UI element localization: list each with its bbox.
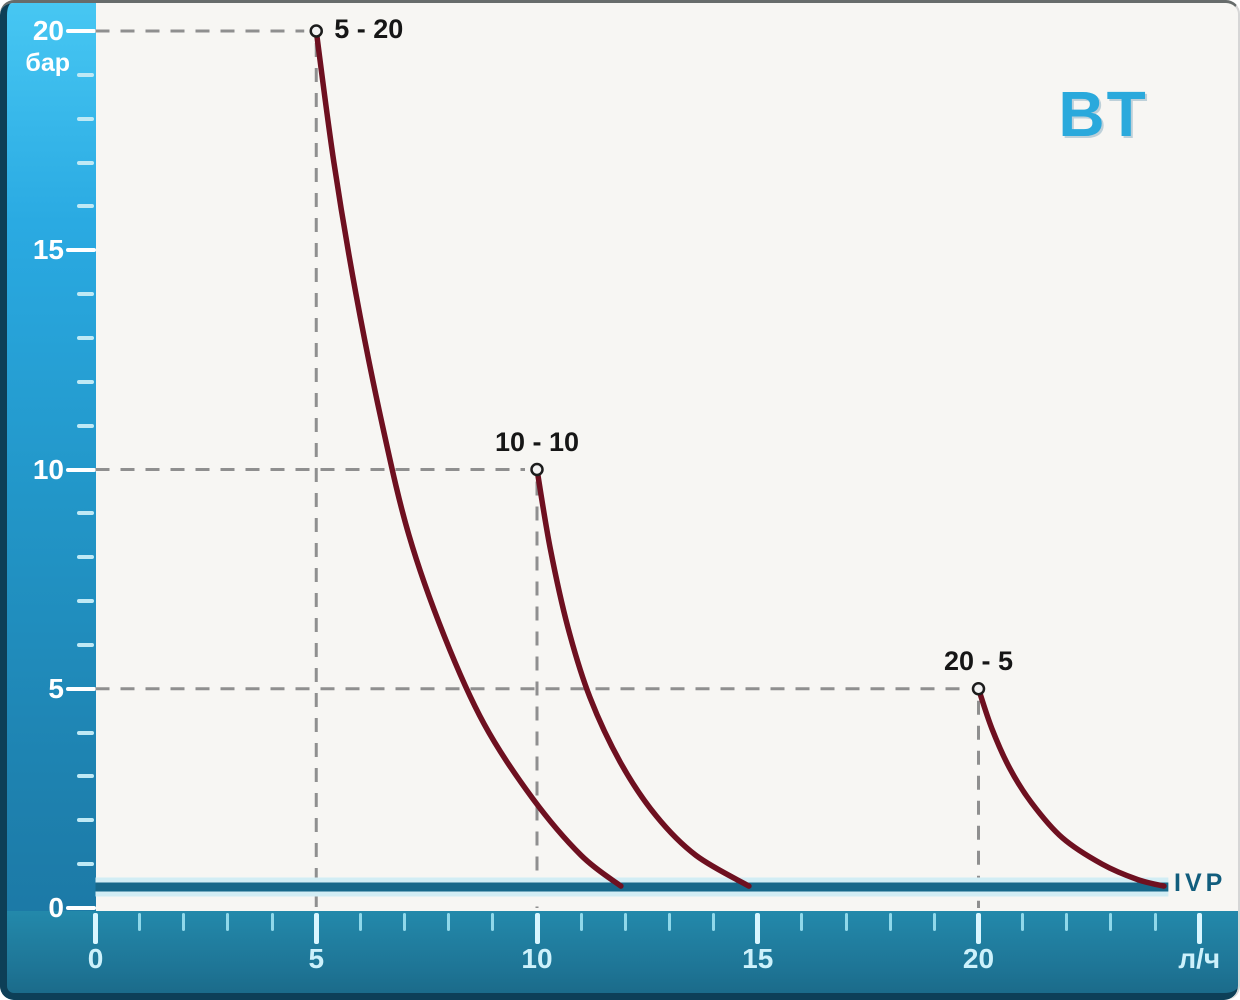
x-axis-tick xyxy=(623,913,627,931)
y-axis-tick xyxy=(77,774,94,779)
y-axis-tick xyxy=(77,292,94,297)
y-axis-label: 20 xyxy=(32,15,64,46)
x-axis-tick xyxy=(844,913,848,931)
y-axis-label: 0 xyxy=(48,892,64,923)
y-axis-tick xyxy=(66,467,96,472)
x-axis-tick xyxy=(491,913,495,931)
y-axis-label: 5 xyxy=(48,672,64,704)
x-axis-tick xyxy=(403,913,407,931)
series-label-0: 5 - 20 xyxy=(334,14,404,44)
series-start-marker-2 xyxy=(971,682,986,696)
x-axis-tick xyxy=(270,913,274,931)
series-start-marker-0 xyxy=(309,24,323,38)
chart-plot-area xyxy=(95,24,1169,908)
y-axis-tick xyxy=(66,686,96,691)
y-axis-label: 15 xyxy=(32,234,64,266)
x-axis-tick xyxy=(447,913,451,931)
series-curve-0 xyxy=(313,28,624,889)
x-axis-tick xyxy=(755,913,761,944)
x-axis-label: 5 xyxy=(308,943,325,974)
x-axis-label: 0 xyxy=(87,943,104,974)
x-axis-tick xyxy=(712,913,716,931)
x-axis-label: 20 xyxy=(962,943,995,974)
x-axis-tick xyxy=(313,913,319,944)
x-axis-tick xyxy=(534,913,540,944)
y-axis-tick xyxy=(77,116,94,121)
x-axis-tick xyxy=(1065,913,1069,931)
y-axis-band xyxy=(0,3,96,1000)
x-axis-label: 15 xyxy=(742,943,774,974)
y-axis-tick xyxy=(77,335,94,340)
x-axis-tick xyxy=(667,913,671,931)
y-axis-tick xyxy=(77,511,94,516)
x-axis-tick xyxy=(579,913,583,931)
series-curve-1 xyxy=(534,466,752,889)
y-axis-label: 10 xyxy=(32,453,64,485)
series-curve-2 xyxy=(975,686,1167,889)
y-axis-tick xyxy=(77,379,94,384)
x-axis-tick xyxy=(932,913,936,931)
series-label-2: 20 - 5 xyxy=(943,645,1014,676)
y-axis-tick xyxy=(77,555,94,560)
x-axis-tick xyxy=(358,913,362,931)
y-axis-tick xyxy=(77,160,94,165)
x-axis-unit-label: л/ч xyxy=(1178,943,1221,974)
x-axis-tick xyxy=(1153,913,1157,931)
y-axis-tick xyxy=(77,72,94,77)
x-axis-tick xyxy=(138,913,142,931)
x-axis-tick xyxy=(93,913,98,944)
y-axis-tick xyxy=(66,248,96,253)
y-axis-unit-label: бар xyxy=(25,49,70,77)
series-start-marker-1 xyxy=(530,462,544,477)
x-axis-band xyxy=(0,911,1238,1000)
x-axis-tick xyxy=(182,913,186,931)
y-axis-tick xyxy=(77,862,94,867)
y-axis-tick xyxy=(77,423,94,428)
x-axis-tick xyxy=(888,913,892,931)
baseline-label: IVP xyxy=(1174,869,1227,897)
x-axis-tick xyxy=(1196,913,1202,944)
y-axis-tick xyxy=(77,599,94,604)
x-axis-tick xyxy=(976,913,981,944)
x-axis-tick xyxy=(1021,913,1025,931)
y-axis-tick xyxy=(66,906,96,910)
y-axis-tick xyxy=(77,818,94,823)
y-axis-tick xyxy=(77,204,94,209)
x-axis-tick xyxy=(800,913,804,931)
x-axis-tick xyxy=(1109,913,1113,931)
series-label-1: 10 - 10 xyxy=(494,426,580,457)
brand-logo: BT xyxy=(1058,78,1148,150)
y-axis-tick xyxy=(66,29,96,33)
x-axis-tick xyxy=(226,913,230,931)
x-axis-label: 10 xyxy=(521,943,553,974)
y-axis-tick xyxy=(77,642,94,647)
y-axis-tick xyxy=(77,730,94,735)
